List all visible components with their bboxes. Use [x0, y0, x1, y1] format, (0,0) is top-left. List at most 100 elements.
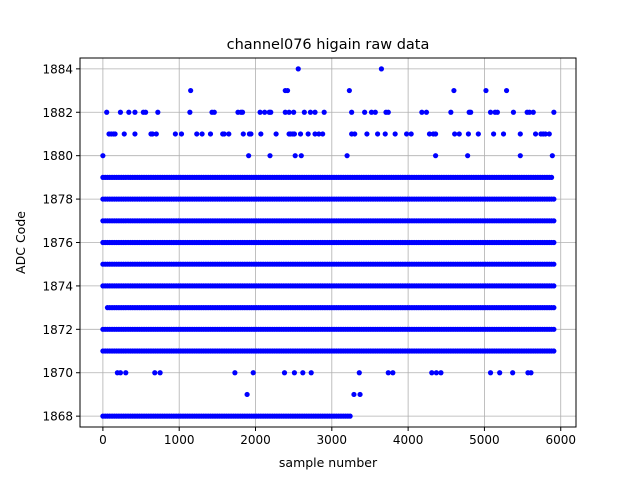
- data-point: [267, 153, 273, 159]
- data-point: [300, 370, 306, 376]
- data-point: [257, 109, 263, 115]
- data-point: [312, 109, 318, 115]
- data-point: [273, 131, 279, 137]
- data-point: [408, 131, 414, 137]
- data-point: [344, 153, 350, 159]
- data-point: [500, 131, 507, 137]
- data-point: [117, 370, 124, 376]
- data-point: [551, 305, 557, 311]
- data-point: [378, 66, 385, 72]
- data-point: [298, 153, 304, 159]
- data-point: [153, 131, 159, 137]
- data-point: [438, 370, 444, 376]
- data-point: [530, 109, 536, 115]
- y-tick-label: 1870: [42, 366, 73, 380]
- data-point: [364, 131, 370, 137]
- data-point: [320, 131, 326, 137]
- data-point: [351, 391, 357, 398]
- data-point: [483, 87, 489, 94]
- data-point: [356, 370, 362, 376]
- data-point: [149, 131, 156, 137]
- data-point: [244, 391, 250, 398]
- data-point: [221, 131, 227, 137]
- data-point: [132, 131, 138, 137]
- data-point: [542, 131, 549, 137]
- y-tick-label: 1868: [42, 410, 73, 424]
- data-point: [465, 153, 471, 159]
- data-point: [490, 131, 497, 137]
- data-point: [121, 131, 127, 137]
- data-point: [240, 131, 246, 137]
- data-point: [258, 131, 264, 137]
- data-point: [282, 109, 288, 115]
- data-point: [419, 109, 425, 115]
- data-point: [487, 370, 494, 376]
- data-point: [100, 153, 106, 159]
- data-point: [426, 131, 433, 137]
- y-tick-label: 1874: [42, 279, 73, 293]
- data-point: [194, 131, 200, 137]
- data-point: [487, 109, 494, 115]
- data-point: [291, 109, 297, 115]
- data-point: [187, 109, 193, 115]
- data-point: [433, 370, 439, 376]
- data-point: [548, 174, 555, 180]
- data-point: [207, 131, 214, 137]
- data-points: [100, 66, 557, 419]
- data-point: [199, 131, 205, 137]
- data-point: [157, 370, 163, 376]
- data-point: [143, 109, 149, 115]
- data-point: [546, 131, 552, 137]
- data-point: [551, 239, 557, 246]
- data-point: [551, 218, 557, 224]
- data-point: [123, 370, 129, 376]
- data-point: [211, 109, 217, 115]
- data-point: [551, 196, 557, 202]
- y-tick-label: 1876: [42, 236, 73, 250]
- data-point: [372, 109, 378, 115]
- data-point: [132, 109, 138, 115]
- data-point: [178, 131, 185, 137]
- data-point: [312, 131, 318, 137]
- data-point: [295, 66, 301, 72]
- data-point: [357, 391, 363, 398]
- data-point: [452, 131, 458, 137]
- data-point: [291, 131, 298, 137]
- data-point: [305, 131, 311, 137]
- x-tick-label: 2000: [240, 433, 271, 447]
- data-point: [385, 370, 391, 376]
- y-tick-label: 1878: [42, 193, 73, 207]
- data-point: [292, 153, 298, 159]
- x-tick-label: 5000: [469, 433, 500, 447]
- data-point: [551, 326, 557, 332]
- data-point: [347, 413, 353, 419]
- data-point: [362, 109, 368, 115]
- data-point: [526, 109, 533, 115]
- data-point: [423, 109, 430, 115]
- data-point: [451, 87, 457, 94]
- data-point: [291, 370, 298, 376]
- chart-title: channel076 higain raw data: [227, 37, 430, 53]
- data-point: [551, 283, 557, 289]
- data-point: [188, 87, 194, 94]
- data-point: [468, 109, 474, 115]
- data-point: [281, 370, 288, 376]
- data-point: [551, 109, 557, 115]
- data-point: [510, 109, 517, 115]
- data-point: [549, 153, 555, 159]
- data-point: [248, 131, 254, 137]
- data-point: [456, 131, 462, 137]
- data-point: [346, 87, 352, 94]
- data-point: [503, 87, 510, 94]
- data-point: [232, 370, 238, 376]
- x-tick-label: 4000: [393, 433, 424, 447]
- data-point: [429, 370, 435, 376]
- data-point: [432, 131, 439, 137]
- data-point: [301, 109, 307, 115]
- data-point: [382, 131, 388, 137]
- data-point: [250, 370, 256, 376]
- x-tick-label: 0: [99, 433, 107, 447]
- y-tick-label: 1884: [42, 62, 73, 76]
- data-point: [239, 109, 246, 115]
- data-point: [551, 261, 557, 267]
